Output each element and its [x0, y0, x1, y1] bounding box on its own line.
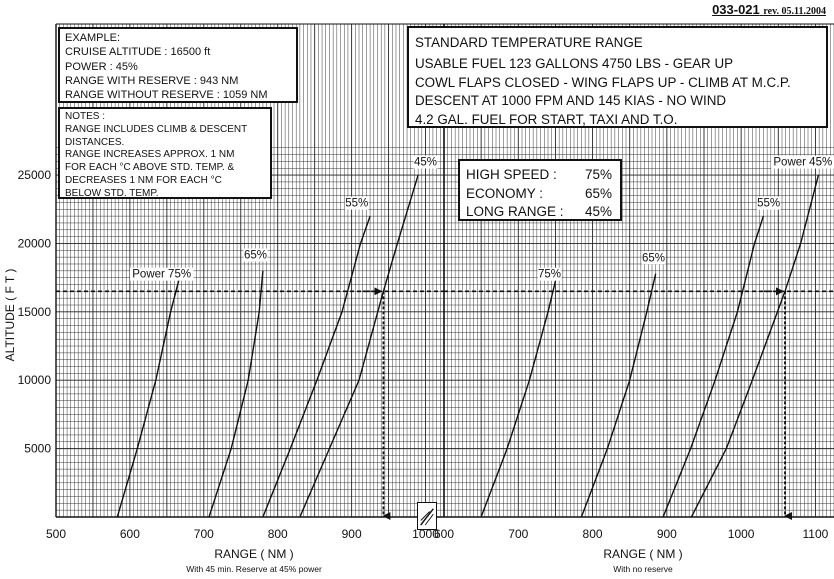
example-heading: EXAMPLE: — [65, 32, 121, 44]
series-label: 45% — [414, 157, 437, 169]
series-label: 55% — [345, 198, 368, 210]
reference-code: 033-021 — [712, 2, 760, 17]
x-tick-label: 700 — [508, 527, 528, 541]
series-line — [580, 273, 657, 518]
y-axis-label: ALTITUDE ( F T ) — [3, 269, 17, 362]
example-power: POWER : 45% — [65, 60, 138, 73]
series-line — [262, 215, 371, 518]
example-cruise-altitude: CRUISE ALTITUDE : 16500 ft — [65, 46, 211, 59]
series-label-backdrop — [129, 267, 194, 281]
series-label-backdrop — [344, 196, 369, 210]
x-axis-label: RANGE ( NM ) — [603, 547, 682, 561]
chart-axes: 500 600 700 800 900 1000 RANGE ( NM ) With 45 m… — [3, 23, 834, 574]
series-label: Power 75% — [132, 269, 191, 281]
x-tick-label: 1000 — [728, 527, 755, 541]
manufacturer-logo — [417, 502, 437, 530]
x-axis-sublabel: With 45 min. Reserve at 45% power — [186, 564, 322, 574]
y-tick-label: 10000 — [18, 373, 52, 387]
power-setting-economy: ECONOMY : 65% — [466, 185, 614, 204]
series-label: 65% — [244, 250, 267, 262]
series-label: 55% — [757, 198, 780, 210]
series-label: 75% — [538, 269, 561, 281]
example-box: EXAMPLE: CRUISE ALTITUDE : 16500 ft POWE… — [58, 27, 298, 103]
reference-revision: rev. 05.11.2004 — [763, 6, 826, 17]
notes-heading: NOTES : — [65, 111, 106, 122]
notes-line: DECREASES 1 NM FOR EACH °C — [65, 174, 222, 186]
condition-line: 4.2 GAL. FUEL FOR START, TAXI AND T.O. — [415, 111, 678, 127]
series-label-backdrop — [641, 251, 666, 265]
y-tick-label: 25000 — [18, 168, 52, 182]
power-setting-label: ECONOMY : — [466, 185, 544, 201]
series-line — [662, 215, 765, 518]
series-label-backdrop — [413, 155, 438, 169]
x-tick-label: 800 — [583, 527, 603, 541]
notes-line: BELOW STD. TEMP. — [65, 187, 159, 199]
y-tick-label: 20000 — [18, 236, 52, 250]
power-setting-label: LONG RANGE : — [466, 204, 564, 219]
series-label-backdrop — [243, 248, 268, 262]
condition-line: COWL FLAPS CLOSED - WING FLAPS UP - CLIM… — [415, 74, 791, 90]
power-setting-high-speed: HIGH SPEED : 75% — [466, 166, 614, 185]
chart-labels: Power 75% 65% 55% 45% 75% 65% 55% Power 45% — [129, 155, 834, 281]
power-setting-label: HIGH SPEED : — [466, 167, 557, 182]
conditions-box: STANDARD TEMPERATURE RANGE USABLE FUEL 1… — [407, 26, 828, 128]
series-label-backdrop — [756, 196, 781, 210]
notes-box: NOTES : RANGE INCLUDES CLIMB & DESCENT D… — [58, 107, 272, 199]
x-tick-label: 800 — [268, 527, 288, 541]
series-line — [690, 174, 820, 518]
y-tick-label: 15000 — [18, 305, 52, 319]
series-label: Power 45% — [773, 157, 832, 169]
notes-line: RANGE INCREASES APPROX. 1 NM — [65, 149, 235, 161]
chart-annotations — [56, 287, 834, 520]
power-setting-value: 75% — [584, 167, 612, 182]
series-line — [208, 270, 264, 518]
x-tick-label: 900 — [342, 527, 362, 541]
y-tick-label: 5000 — [24, 442, 51, 456]
x-axis-label: RANGE ( NM ) — [214, 547, 293, 561]
x-tick-label: 700 — [194, 527, 214, 541]
power-setting-value: 45% — [584, 204, 612, 219]
notes-line: RANGE INCLUDES CLIMB & DESCENT — [65, 123, 248, 135]
x-tick-label: 1000 — [412, 527, 439, 541]
power-setting-value: 65% — [584, 185, 612, 201]
power-setting-long-range: LONG RANGE : 45% — [466, 203, 614, 222]
x-tick-label: 1100 — [803, 527, 829, 541]
notes-line: FOR EACH °C ABOVE STD. TEMP. & — [65, 162, 235, 174]
chart-series — [116, 174, 820, 518]
series-line — [116, 274, 181, 518]
x-tick-label: 500 — [46, 527, 66, 541]
chart-title: STANDARD TEMPERATURE RANGE — [415, 35, 643, 50]
series-line — [480, 274, 558, 518]
series-label-backdrop — [537, 267, 562, 281]
series-label-backdrop — [771, 155, 834, 169]
condition-line: DESCENT AT 1000 FPM AND 145 KIAS - NO WI… — [415, 93, 727, 108]
example-range-with-reserve: RANGE WITH RESERVE : 943 NM — [65, 74, 239, 87]
condition-line: USABLE FUEL 123 GALLONS 4750 LBS - GEAR … — [415, 56, 734, 71]
power-settings-box: HIGH SPEED : 75% ECONOMY : 65% LONG RANG… — [458, 159, 622, 221]
document-reference: 033-021 rev. 05.11.2004 — [712, 2, 826, 17]
series-line — [299, 174, 419, 518]
x-tick-label: 600 — [120, 527, 140, 541]
series-label: 65% — [642, 252, 665, 264]
logo-mark-icon — [420, 508, 434, 526]
x-tick-label: 900 — [657, 527, 677, 541]
x-axis-sublabel: With no reserve — [613, 564, 673, 574]
notes-line: DISTANCES. — [65, 136, 125, 148]
x-tick-label: 600 — [434, 527, 454, 541]
example-range-without-reserve: RANGE WITHOUT RESERVE : 1059 NM — [65, 89, 268, 102]
